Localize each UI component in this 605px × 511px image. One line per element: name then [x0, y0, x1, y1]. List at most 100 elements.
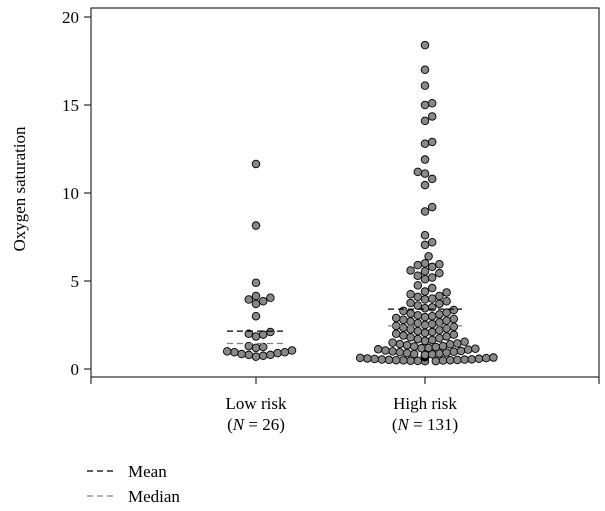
data-point: [427, 311, 437, 321]
data-point: [420, 100, 430, 110]
data-point: [420, 40, 430, 50]
data-point: [244, 350, 254, 360]
data-point: [399, 356, 408, 365]
data-point: [420, 312, 430, 322]
data-point: [413, 260, 423, 270]
data-point: [427, 327, 437, 337]
data-point: [420, 328, 430, 338]
data-point: [266, 293, 275, 302]
data-point: [420, 155, 430, 164]
x-category-n-label: (N = 131): [392, 415, 458, 434]
data-point: [449, 305, 459, 315]
data-point: [420, 139, 430, 148]
data-point: [445, 340, 455, 349]
data-point: [474, 354, 484, 364]
y-axis-title: Oxygen saturation: [10, 126, 29, 252]
data-point: [456, 346, 466, 356]
data-point: [251, 352, 261, 361]
data-point: [244, 329, 254, 339]
data-point: [388, 338, 397, 347]
data-point: [413, 167, 423, 177]
data-point: [435, 333, 444, 343]
data-point: [420, 287, 430, 296]
data-point: [251, 332, 261, 341]
data-point: [406, 266, 415, 275]
y-tick-label: 5: [71, 272, 80, 291]
data-point: [442, 296, 451, 306]
data-point: [413, 271, 423, 280]
summary-lines: [227, 308, 462, 345]
data-point: [435, 318, 444, 327]
x-category-label: Low risk: [226, 394, 287, 413]
data-point: [266, 327, 275, 337]
data-point: [251, 291, 261, 301]
data-point: [399, 323, 408, 332]
data-point: [413, 311, 423, 320]
data-point: [420, 180, 430, 190]
data-point: [413, 292, 423, 302]
data-point: [409, 342, 419, 351]
data-point: [427, 319, 437, 329]
data-point: [395, 339, 405, 349]
data-point: [399, 315, 408, 324]
data-point: [388, 347, 397, 356]
data-point: [427, 238, 437, 247]
data-point: [251, 311, 261, 321]
legend-label: Median: [128, 487, 180, 506]
data-point: [453, 339, 462, 348]
data-point: [453, 355, 462, 365]
data-point: [435, 291, 444, 301]
data-point: [427, 303, 437, 312]
data-point: [435, 310, 444, 319]
y-tick-label: 15: [62, 96, 79, 115]
data-point: [420, 267, 430, 276]
data-point: [251, 221, 261, 230]
data-point: [413, 334, 423, 344]
data-point: [471, 344, 480, 354]
data-point: [222, 347, 232, 356]
y-tick-label: 10: [62, 184, 79, 203]
data-point: [406, 289, 415, 299]
x-category-n-label: (N = 26): [227, 415, 285, 434]
data-point: [399, 331, 408, 340]
data-point: [420, 240, 430, 250]
data-point: [438, 356, 448, 365]
data-point: [355, 353, 365, 363]
y-tick-label: 0: [71, 360, 80, 379]
data-point: [427, 335, 437, 345]
data-point: [406, 309, 415, 318]
data-point: [280, 348, 290, 357]
plot-frame: [90, 7, 600, 378]
data-point: [381, 346, 390, 355]
data-point: [424, 252, 433, 261]
data-point: [384, 355, 394, 365]
data-point: [445, 355, 455, 365]
data-point: [435, 326, 444, 335]
data-point: [427, 283, 437, 293]
data-points: [222, 40, 498, 366]
data-point: [438, 341, 448, 351]
data-point: [409, 349, 419, 359]
data-point: [370, 354, 379, 364]
data-point: [251, 159, 261, 169]
data-point: [244, 295, 254, 304]
data-point: [463, 345, 473, 354]
data-point: [424, 343, 433, 353]
data-point: [420, 230, 430, 240]
data-point: [244, 341, 254, 351]
data-point: [251, 278, 261, 288]
data-point: [258, 342, 268, 352]
data-point: [420, 81, 430, 90]
data-point: [251, 343, 261, 353]
data-point: [420, 65, 430, 75]
data-point: [402, 348, 412, 358]
data-point: [251, 299, 261, 309]
data-point: [420, 274, 430, 284]
data-point: [258, 296, 268, 306]
data-point: [427, 202, 437, 212]
data-point: [449, 347, 459, 357]
data-point: [391, 313, 401, 323]
data-point: [420, 207, 430, 216]
data-point: [481, 353, 491, 363]
data-point: [449, 314, 459, 324]
